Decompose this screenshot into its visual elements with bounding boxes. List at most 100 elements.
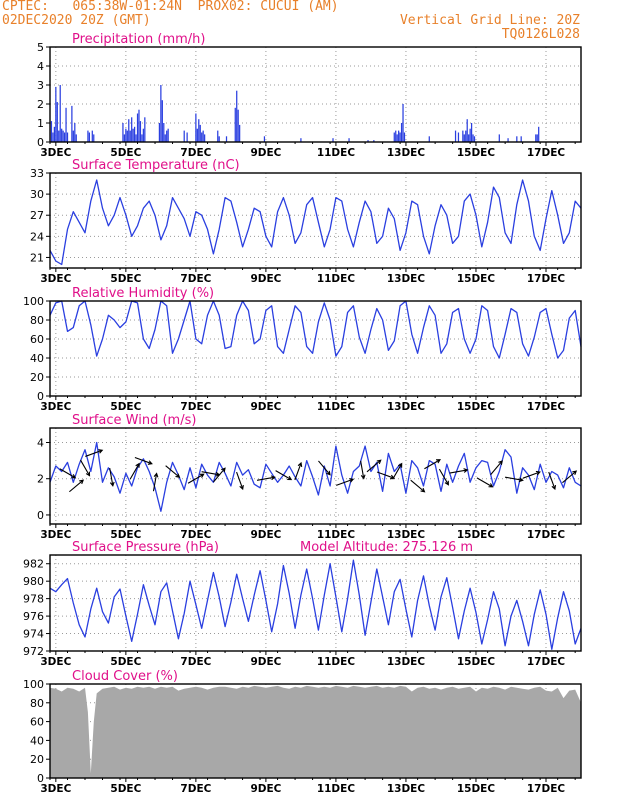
precip-bar (66, 132, 69, 142)
precip-xtick-label-6: 15DEC (457, 147, 496, 159)
temp-ytick-label-4: 33 (30, 167, 44, 180)
precip-bar (507, 138, 509, 142)
pres-ytick-label-3: 978 (23, 593, 44, 606)
wind-arrow-icon (366, 459, 382, 473)
precip-bar (75, 134, 77, 142)
precip-bar (50, 121, 53, 142)
header-grid-line-note: Vertical Grid Line: 20Z (399, 13, 580, 28)
precip-bar (469, 128, 471, 142)
pres-annotation: Model Altitude: 275.126 m (300, 540, 473, 555)
precip-ytick-label-3: 3 (37, 79, 44, 92)
cloud-ytick-label-2: 40 (30, 734, 44, 747)
temp-series-line (49, 179, 582, 266)
precip-bar (136, 113, 139, 142)
precip-frame (49, 46, 582, 143)
precip-bar (516, 136, 518, 142)
wind-arrow-icon (504, 476, 524, 483)
precip-bar (402, 104, 404, 142)
wind-arrow-icon (187, 473, 205, 484)
precip-bar (473, 136, 476, 142)
cloud-ytick-label-4: 80 (30, 697, 44, 710)
cloud-frame (49, 683, 582, 779)
precip-bar (536, 134, 538, 142)
precip-bar (141, 134, 143, 142)
wind-series-line (49, 441, 582, 512)
cloud-xtick-label-2: 7DEC (180, 783, 211, 795)
pres-ytick-label-4: 980 (23, 575, 44, 588)
precip-bar (132, 128, 134, 142)
precip-xtick-label-7: 17DEC (527, 147, 566, 159)
precip-bar (65, 107, 67, 142)
rh-xtick-label-1: 5DEC (110, 401, 141, 413)
wind-arrow-icon (318, 460, 331, 476)
precip-bar (236, 90, 238, 142)
temp-xtick-label-0: 3DEC (40, 273, 71, 285)
rh-xtick-label-7: 17DEC (527, 401, 566, 413)
temp-xtick-label-3: 9DEC (250, 273, 281, 285)
wind-arrow-icon (548, 471, 557, 491)
precip-bar (399, 132, 401, 142)
wind-arrow-icon (129, 462, 140, 480)
precip-bar (393, 132, 395, 142)
cloud-ytick-label-0: 0 (37, 772, 44, 785)
wind-arrow-icon (562, 470, 578, 484)
precip-bar (395, 130, 397, 142)
rh-plot-area (50, 301, 581, 396)
pres-plot-area (50, 555, 581, 651)
precip-bar (520, 136, 522, 142)
wind-ytick-label-1: 2 (37, 473, 44, 486)
precip-bar (59, 85, 61, 142)
precip-bar (472, 134, 474, 142)
cloud-xtick-label-5: 13DEC (387, 783, 426, 795)
wind-xtick-label-7: 17DEC (527, 529, 566, 541)
cloud-ytick-label-5: 100 (23, 678, 44, 691)
precip-bar (53, 126, 55, 142)
precip-xtick-label-5: 13DEC (387, 147, 426, 159)
pres-xtick-label-7: 17DEC (527, 656, 566, 668)
precip-bar (125, 128, 127, 142)
precip-bar (373, 140, 375, 142)
wind-arrow-icon (134, 457, 153, 465)
precip-bar (72, 130, 74, 142)
wind-arrow-icon (294, 461, 303, 481)
precip-bar (367, 140, 369, 142)
precip-bar (239, 124, 241, 142)
pres-ytick-label-1: 974 (23, 628, 44, 641)
precip-plot-area (50, 47, 581, 142)
pres-ytick-label-5: 982 (23, 558, 44, 571)
wind-arrow-icon (392, 462, 403, 480)
temp-xtick-label-5: 13DEC (387, 273, 426, 285)
precip-bar (186, 132, 188, 142)
rh-ytick-label-2: 40 (30, 352, 44, 365)
precip-bar (164, 134, 166, 142)
cloud-ytick-label-1: 20 (30, 753, 44, 766)
wind-xtick-label-0: 3DEC (40, 529, 71, 541)
pres-xtick-label-6: 15DEC (457, 656, 496, 668)
precip-xtick-label-1: 5DEC (110, 147, 141, 159)
wind-title: Surface Wind (m/s) (72, 413, 196, 428)
precip-bar (183, 130, 185, 142)
temp-plot-area (50, 173, 581, 268)
temp-ytick-label-2: 27 (30, 209, 44, 222)
temp-xtick-label-6: 15DEC (457, 273, 496, 285)
precip-bar (202, 130, 204, 142)
wind-ytick-label-0: 0 (37, 509, 44, 522)
temp-xtick-label-4: 11DEC (317, 273, 356, 285)
rh-frame (49, 300, 582, 397)
precip-xtick-label-3: 9DEC (250, 147, 281, 159)
precip-bar (135, 134, 137, 142)
rh-xtick-label-0: 3DEC (40, 401, 71, 413)
precip-bar (468, 134, 470, 142)
wind-xtick-label-4: 11DEC (317, 529, 356, 541)
precip-bar (457, 132, 460, 142)
precip-bar (58, 130, 60, 142)
precip-bar (234, 107, 236, 142)
wind-arrow-icon (109, 467, 115, 487)
wind-arrow-icon (376, 471, 396, 480)
precip-bar (348, 138, 350, 142)
temp-xtick-label-1: 5DEC (110, 273, 141, 285)
precip-bar (122, 123, 124, 142)
pres-frame (49, 554, 582, 652)
precip-bar (300, 138, 302, 142)
